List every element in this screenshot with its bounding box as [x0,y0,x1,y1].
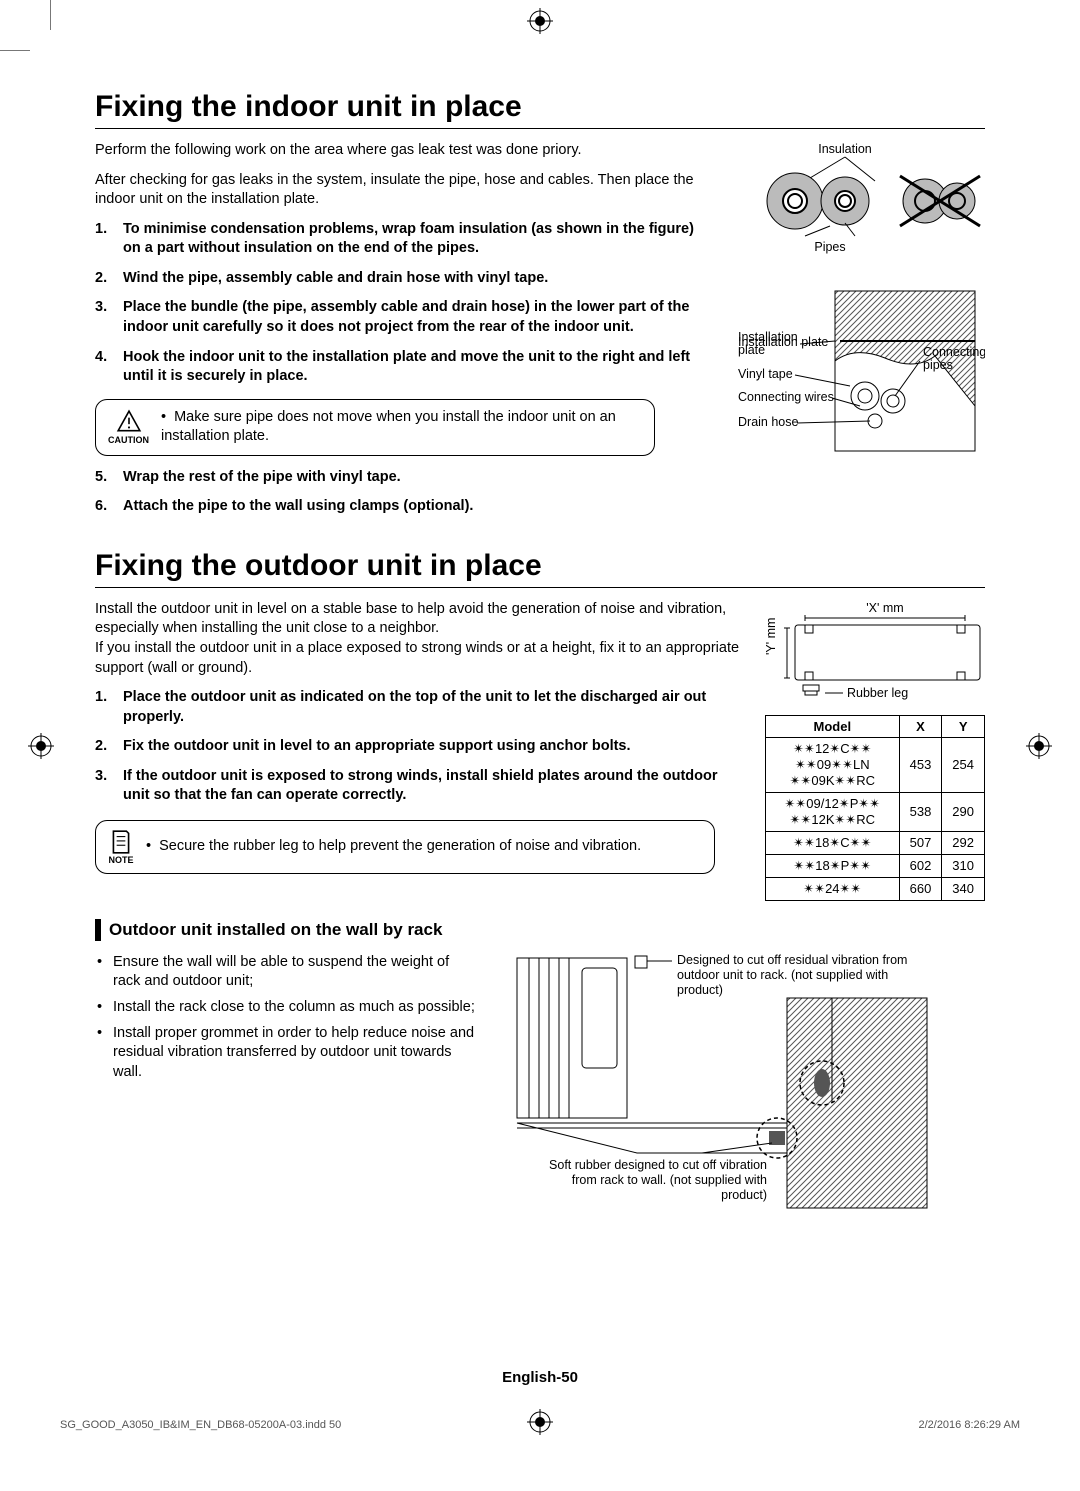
list-item: Hook the indoor unit to the installation… [123,348,715,387]
list-item: Install proper grommet in order to help … [113,1024,475,1083]
list-item: Install the rack close to the column as … [113,998,475,1018]
list-item: Place the outdoor unit as indicated on t… [123,688,745,727]
table-row: ✴✴24✴✴660340 [766,877,985,900]
section1-intro1: Perform the following work on the area w… [95,141,715,161]
table-cell: 660 [899,877,942,900]
crop-mark [50,0,51,30]
print-footer: SG_GOOD_A3050_IB&IM_EN_DB68-05200A-03.in… [60,1419,1020,1431]
svg-text:Pipes: Pipes [814,240,845,254]
list-item: Place the bundle (the pipe, assembly cab… [123,298,715,337]
svg-text:Connecting: Connecting [923,345,985,359]
section2-intro1: Install the outdoor unit in level on a s… [95,600,745,639]
table-cell: 254 [942,737,985,792]
svg-text:'X' mm: 'X' mm [866,601,903,615]
section2-title: Fixing the outdoor unit in place [95,549,985,588]
note-label: NOTE [108,855,133,865]
table-cell: 292 [942,831,985,854]
svg-text:pipes: pipes [923,358,953,372]
table-cell: ✴✴24✴✴ [766,877,900,900]
figure-install-plate: Installation plate Installation plate Vi… [735,286,985,466]
svg-text:Rubber leg: Rubber leg [847,686,908,700]
table-cell: 453 [899,737,942,792]
table-cell: ✴✴12✴C✴✴ ✴✴09✴✴LN ✴✴09K✴✴RC [766,737,900,792]
svg-text:'Y' mm: 'Y' mm [765,617,778,654]
figure-wall-mount: Designed to cut off residual vibration f… [487,953,947,1213]
table-cell: 507 [899,831,942,854]
svg-text:plate: plate [738,343,765,357]
table-cell: 340 [942,877,985,900]
table-cell: ✴✴09/12✴P✴✴ ✴✴12K✴✴RC [766,792,900,831]
figure-outdoor-dimensions: 'X' mm 'Y' mm Rubber leg [765,600,985,710]
registration-mark-icon [1026,733,1052,759]
section1-intro2: After checking for gas leaks in the syst… [95,171,715,210]
caution-icon [116,409,142,435]
svg-text:Vinyl tape: Vinyl tape [738,367,793,381]
subsection-heading: Outdoor unit installed on the wall by ra… [95,919,985,941]
footer-date: 2/2/2016 8:26:29 AM [918,1419,1020,1431]
caution-text: Make sure pipe does not move when you in… [161,409,616,445]
section2-intro2: If you install the outdoor unit in a pla… [95,639,745,678]
table-cell: ✴✴18✴P✴✴ [766,854,900,877]
table-header: Model [766,715,900,737]
list-item: Ensure the wall will be able to suspend … [113,953,475,992]
svg-text:Drain hose: Drain hose [738,415,798,429]
svg-text:Connecting wires: Connecting wires [738,390,834,404]
table-header: Y [942,715,985,737]
registration-mark-icon [28,733,54,759]
list-item: To minimise condensation problems, wrap … [123,220,715,259]
list-item: Wrap the rest of the pipe with vinyl tap… [123,468,715,488]
list-item: Attach the pipe to the wall using clamps… [123,497,715,517]
section1-title: Fixing the indoor unit in place [95,90,985,129]
list-item: If the outdoor unit is exposed to strong… [123,767,745,806]
table-header: X [899,715,942,737]
footer-file: SG_GOOD_A3050_IB&IM_EN_DB68-05200A-03.in… [60,1419,341,1431]
section2-steps: Place the outdoor unit as indicated on t… [95,688,745,806]
table-cell: 602 [899,854,942,877]
note-icon [108,829,134,855]
dimensions-table: ModelXY ✴✴12✴C✴✴ ✴✴09✴✴LN ✴✴09K✴✴RC45325… [765,715,985,901]
list-item: Fix the outdoor unit in level to an appr… [123,737,745,757]
table-cell: 290 [942,792,985,831]
table-row: ✴✴18✴C✴✴507292 [766,831,985,854]
page-number: English-50 [0,1369,1080,1386]
table-cell: ✴✴18✴C✴✴ [766,831,900,854]
note-box: NOTE Secure the rubber leg to help preve… [95,820,715,874]
table-row: ✴✴18✴P✴✴602310 [766,854,985,877]
list-item: Wind the pipe, assembly cable and drain … [123,269,715,289]
table-row: ✴✴12✴C✴✴ ✴✴09✴✴LN ✴✴09K✴✴RC453254 [766,737,985,792]
table-row: ✴✴09/12✴P✴✴ ✴✴12K✴✴RC538290 [766,792,985,831]
figure-insulation: Insulation Pipes [735,141,985,281]
svg-text:Installation: Installation [738,330,798,344]
section1-steps-a: To minimise condensation problems, wrap … [95,220,715,387]
note-text: Secure the rubber leg to help prevent th… [146,838,641,854]
wall-mount-bullets: Ensure the wall will be able to suspend … [95,953,475,1082]
registration-mark-icon [527,8,553,34]
caution-box: CAUTION Make sure pipe does not move whe… [95,399,655,456]
svg-text:Insulation: Insulation [818,142,872,156]
crop-mark [0,50,30,51]
caution-label: CAUTION [108,435,149,445]
table-cell: 310 [942,854,985,877]
section1-steps-b: Wrap the rest of the pipe with vinyl tap… [95,468,715,517]
table-cell: 538 [899,792,942,831]
